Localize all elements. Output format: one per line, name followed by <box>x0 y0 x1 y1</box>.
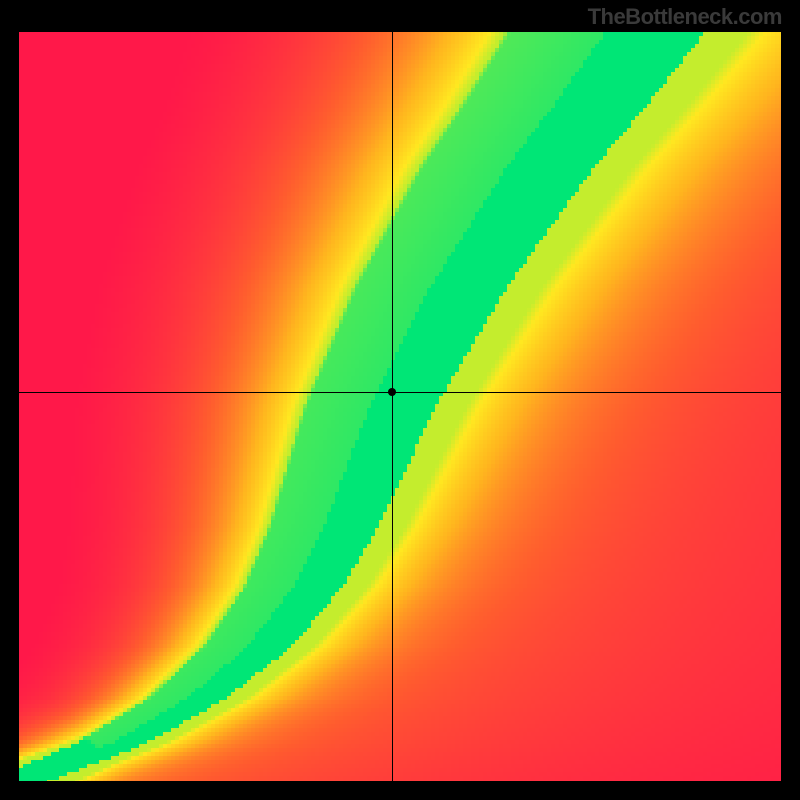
crosshair-vertical <box>392 32 393 781</box>
heatmap-canvas <box>19 32 781 781</box>
plot-area <box>19 32 781 781</box>
chart-container: TheBottleneck.com <box>0 0 800 800</box>
attribution-label: TheBottleneck.com <box>588 4 782 30</box>
crosshair-marker <box>388 388 396 396</box>
crosshair-horizontal <box>19 392 781 393</box>
